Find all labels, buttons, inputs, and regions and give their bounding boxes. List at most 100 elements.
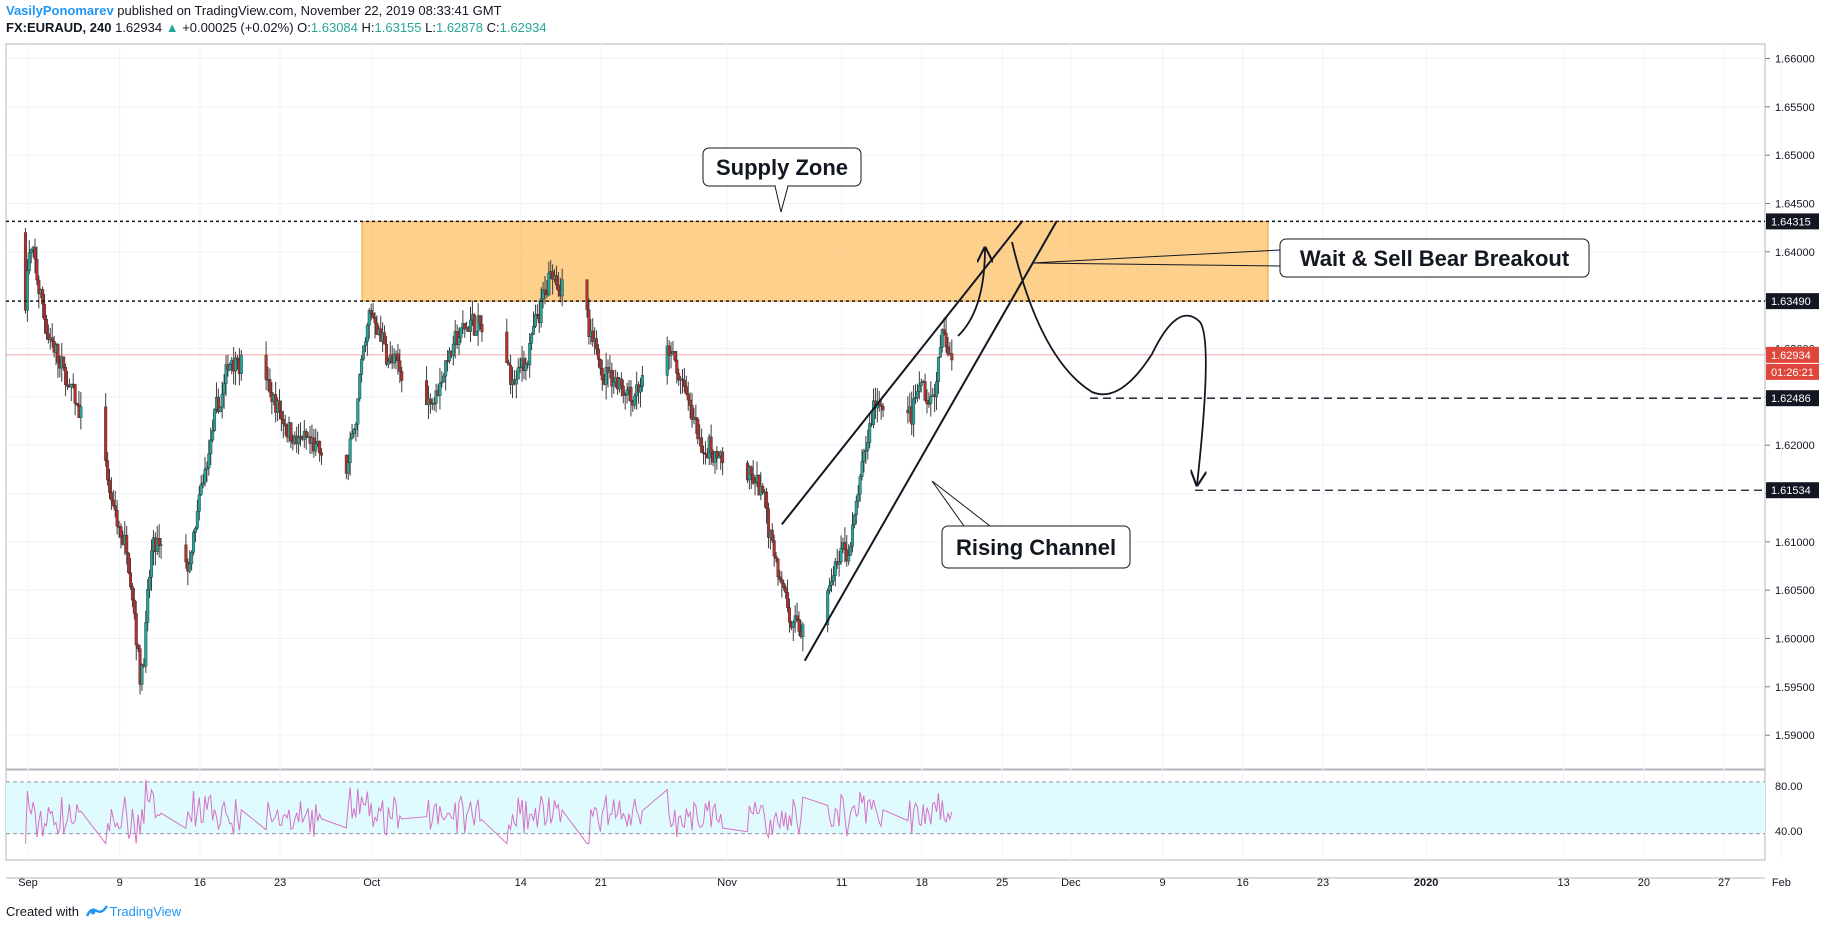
- candle-up: [547, 272, 551, 296]
- rising-channel-label-box: [941, 525, 1131, 569]
- rsi-line: [25, 779, 953, 845]
- candle-up: [862, 451, 866, 462]
- candle-up: [442, 375, 446, 383]
- wait-sell-label-text: Wait & Sell Bear Breakout: [1300, 246, 1570, 271]
- candle-up: [514, 378, 518, 385]
- candle-down: [702, 452, 706, 454]
- supply-zone-layer: [361, 220, 1269, 302]
- candle-down: [749, 466, 753, 475]
- candle-down: [629, 386, 633, 402]
- candle-down: [787, 607, 791, 623]
- candle-down: [113, 505, 117, 511]
- candle-up: [791, 622, 795, 628]
- candle-down: [115, 509, 119, 527]
- candle-up: [434, 390, 438, 404]
- author-name[interactable]: VasilyPonomarev: [6, 3, 114, 18]
- candle-up: [828, 585, 832, 592]
- candle-up: [79, 406, 83, 418]
- rising-channel-pointer: [931, 480, 991, 527]
- up-arrow-icon: ▲: [165, 20, 179, 35]
- candle-up: [914, 397, 918, 399]
- candle-down: [690, 405, 694, 420]
- candle-up: [197, 494, 201, 512]
- y-tick-label: 1.61000: [1775, 537, 1815, 549]
- candle-down: [369, 310, 373, 314]
- candle-up: [866, 442, 870, 451]
- candle-up: [146, 589, 150, 623]
- x-tick-label: Nov: [717, 877, 737, 889]
- candle-down: [766, 508, 770, 538]
- price-axis[interactable]: 1.660001.655001.650001.645001.640001.635…: [1765, 54, 1815, 839]
- candle-up: [528, 343, 532, 366]
- candle-down: [41, 289, 45, 305]
- candle-up: [533, 314, 537, 327]
- price-tags: 1.64315 1.63490 1.62934 01:26:21 1.62486 1.61…: [1766, 213, 1819, 499]
- x-tick-label: 11: [836, 877, 847, 889]
- candle-up: [623, 394, 627, 396]
- candle-down: [587, 309, 591, 337]
- candle-down: [43, 303, 47, 320]
- tradingview-link[interactable]: TradingView: [109, 904, 182, 919]
- candle-up: [829, 580, 833, 586]
- main-pane[interactable]: [5, 43, 1766, 770]
- supply-zone-label-text: Supply Zone: [716, 155, 848, 180]
- candle-up: [457, 337, 461, 345]
- candle-down: [50, 337, 54, 342]
- candle-up: [350, 433, 354, 439]
- candle-down: [37, 279, 41, 295]
- candle-down: [944, 332, 948, 348]
- candle-down: [600, 368, 604, 381]
- candle-down: [132, 599, 136, 614]
- candle-down: [73, 384, 77, 404]
- candle-down: [797, 619, 801, 632]
- candle-up: [27, 252, 31, 271]
- candle-up: [826, 590, 830, 626]
- open-label: O:: [297, 20, 311, 35]
- candle-up: [459, 327, 463, 338]
- candle-down: [373, 317, 377, 324]
- candle-up: [25, 270, 29, 311]
- price-tag-label: 1.61534: [1771, 485, 1811, 497]
- candle-down: [770, 529, 774, 541]
- candle-up: [518, 366, 522, 369]
- candle-down: [677, 373, 681, 381]
- candle-down: [610, 370, 614, 387]
- close-label: C:: [486, 20, 500, 35]
- candle-up: [234, 357, 238, 372]
- candle-up: [228, 364, 232, 371]
- candle-up: [856, 493, 860, 502]
- x-tick-label: 27: [1718, 877, 1730, 889]
- price-tag-label: 1.62486: [1771, 393, 1811, 405]
- candle-down: [596, 348, 600, 360]
- candle-up: [854, 500, 858, 516]
- candle-down: [277, 400, 281, 412]
- candle-up: [199, 484, 203, 495]
- candle-up: [612, 382, 616, 387]
- candle-up: [858, 476, 862, 495]
- candle-down: [134, 613, 138, 646]
- candle-down: [62, 356, 66, 368]
- high-label: H:: [361, 20, 375, 35]
- candle-down: [556, 284, 560, 291]
- candle-up: [362, 345, 366, 360]
- rsi-layer: [6, 779, 1765, 845]
- candle-down: [509, 364, 513, 385]
- candle-down: [684, 386, 688, 395]
- candle-up: [195, 511, 199, 529]
- candle-down: [289, 422, 293, 441]
- time-axis[interactable]: Sep 9 16 23 Oct 14 21 Nov 11 18 25 Dec 9 16 23 2020 13 20…: [18, 877, 1791, 889]
- candle-up: [868, 423, 872, 443]
- candle-up: [927, 403, 931, 405]
- candle-up: [847, 555, 851, 562]
- candle-down: [106, 460, 110, 481]
- candle-down: [696, 419, 700, 440]
- candle-up: [159, 544, 163, 547]
- price-tag-label: 1.62934: [1771, 350, 1811, 362]
- y-tick-label: 1.64500: [1775, 199, 1815, 211]
- candle-down: [619, 378, 623, 387]
- candle-down: [304, 431, 308, 438]
- candle-down: [396, 353, 400, 361]
- candle-up: [140, 664, 144, 685]
- candle-down: [923, 381, 927, 401]
